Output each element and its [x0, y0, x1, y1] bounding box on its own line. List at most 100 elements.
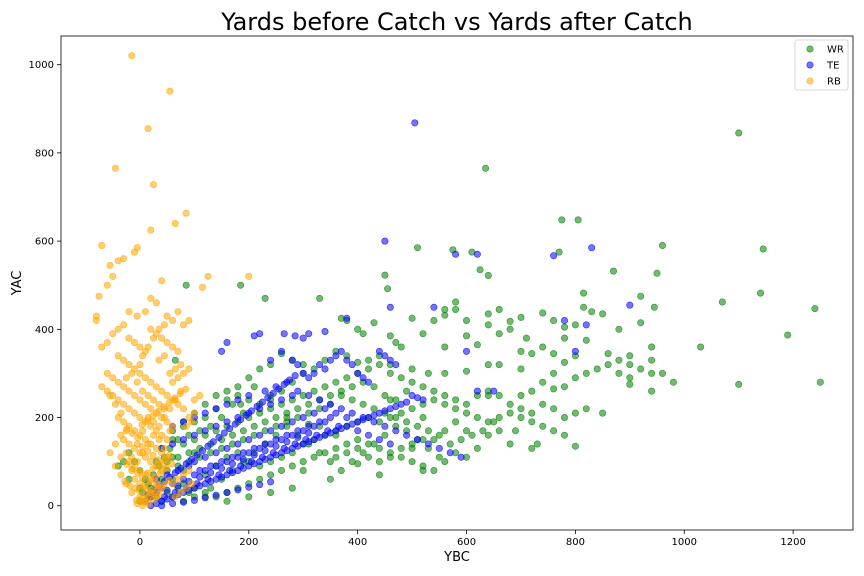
- data-point: [199, 447, 207, 455]
- points-layer: [92, 52, 824, 510]
- data-point: [517, 313, 525, 321]
- data-point: [133, 312, 141, 320]
- data-point: [332, 409, 340, 417]
- data-point: [150, 181, 158, 189]
- data-point: [220, 429, 228, 437]
- data-point: [441, 427, 449, 435]
- data-point: [133, 378, 141, 386]
- data-point: [473, 413, 481, 421]
- data-point: [316, 361, 324, 369]
- series-te: [141, 119, 634, 510]
- data-point: [196, 473, 204, 481]
- data-point: [343, 314, 351, 322]
- data-point: [149, 412, 157, 420]
- data-point: [299, 413, 307, 421]
- data-point: [98, 242, 106, 250]
- data-point: [419, 466, 427, 474]
- data-point: [139, 352, 147, 360]
- data-point: [571, 442, 579, 450]
- data-point: [435, 444, 443, 452]
- data-point: [462, 332, 470, 340]
- data-point: [223, 338, 231, 346]
- data-point: [332, 352, 340, 360]
- data-point: [435, 453, 443, 461]
- data-point: [201, 400, 209, 408]
- data-point: [430, 436, 438, 444]
- data-point: [408, 365, 416, 373]
- data-point: [215, 471, 223, 479]
- data-point: [413, 394, 421, 402]
- data-point: [185, 449, 193, 457]
- data-point: [207, 484, 215, 492]
- legend-label: WR: [827, 45, 844, 56]
- data-point: [343, 440, 351, 448]
- data-point: [413, 244, 421, 252]
- data-point: [144, 416, 152, 424]
- data-point: [337, 405, 345, 413]
- data-point: [125, 308, 133, 316]
- data-point: [364, 453, 372, 461]
- data-point: [234, 396, 242, 404]
- x-tick-label: 1000: [672, 537, 697, 548]
- data-point: [174, 347, 182, 355]
- data-point: [120, 255, 128, 263]
- data-point: [177, 361, 185, 369]
- data-point: [386, 332, 394, 340]
- data-point: [103, 281, 111, 289]
- data-point: [171, 365, 179, 373]
- data-point: [408, 405, 416, 413]
- data-point: [484, 431, 492, 439]
- data-point: [212, 449, 220, 457]
- data-point: [364, 431, 372, 439]
- data-point: [120, 418, 128, 426]
- data-point: [154, 456, 162, 464]
- data-point: [151, 473, 159, 481]
- data-point: [123, 460, 131, 468]
- data-point: [280, 444, 288, 452]
- data-point: [615, 325, 623, 333]
- data-point: [223, 444, 231, 452]
- data-point: [397, 343, 405, 351]
- data-point: [158, 277, 166, 285]
- data-point: [288, 484, 296, 492]
- data-point: [250, 383, 258, 391]
- data-point: [128, 465, 136, 473]
- data-point: [111, 462, 119, 470]
- data-point: [163, 338, 171, 346]
- data-point: [386, 440, 394, 448]
- data-point: [582, 405, 590, 413]
- data-point: [144, 440, 152, 448]
- data-point: [539, 422, 547, 430]
- data-point: [354, 325, 362, 333]
- data-point: [174, 374, 182, 382]
- data-point: [134, 434, 142, 442]
- data-point: [392, 338, 400, 346]
- data-point: [364, 365, 372, 373]
- data-point: [139, 387, 147, 395]
- data-point: [310, 453, 318, 461]
- data-point: [147, 226, 155, 234]
- data-point: [283, 409, 291, 417]
- data-point: [123, 425, 131, 433]
- data-point: [117, 471, 125, 479]
- y-axis: 0 200 400 600 800 1000: [29, 60, 61, 512]
- data-point: [386, 356, 394, 364]
- data-point: [299, 458, 307, 466]
- data-point: [239, 455, 247, 463]
- data-point: [528, 387, 536, 395]
- data-point: [408, 440, 416, 448]
- data-point: [441, 369, 449, 377]
- data-point: [386, 369, 394, 377]
- data-point: [337, 466, 345, 474]
- data-point: [482, 164, 490, 172]
- data-point: [237, 416, 245, 424]
- data-point: [452, 250, 460, 258]
- data-point: [109, 272, 117, 280]
- data-point: [626, 301, 634, 309]
- data-point: [288, 462, 296, 470]
- data-point: [348, 420, 356, 428]
- data-point: [155, 325, 163, 333]
- data-point: [160, 460, 168, 468]
- data-point: [615, 369, 623, 377]
- data-point: [171, 493, 179, 501]
